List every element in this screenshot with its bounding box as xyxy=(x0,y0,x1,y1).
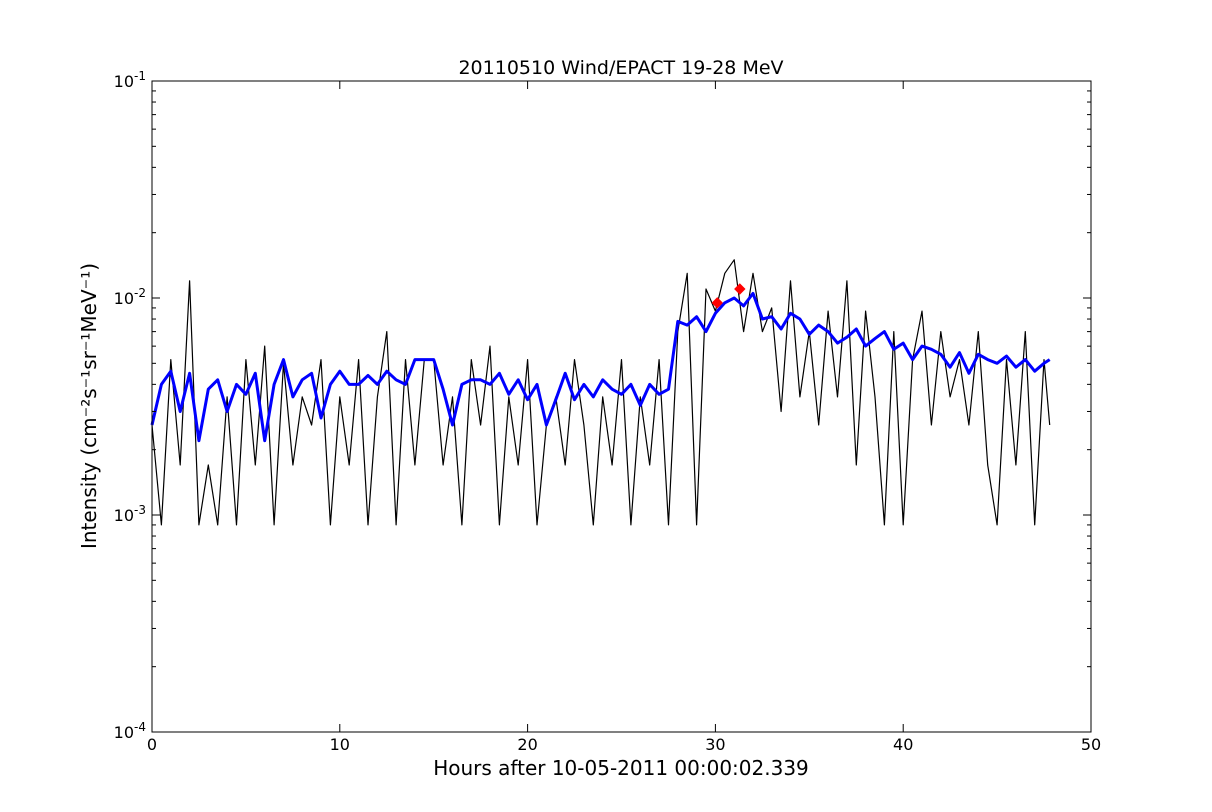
series-line-smoothed xyxy=(150,291,1051,443)
y-axis-label: Intensity (cm⁻²s⁻¹sr⁻¹MeV⁻¹) xyxy=(77,263,101,549)
x-tick-label: 0 xyxy=(147,735,157,754)
x-tick-label: 50 xyxy=(1081,735,1101,754)
y-tick-label: 10-1 xyxy=(114,69,146,91)
plot-frame xyxy=(151,80,1092,733)
y-tick-labels: 10-4 10-3 10-2 10-1 xyxy=(114,69,146,742)
y-tick-label: 10-2 xyxy=(114,286,146,308)
data-marker xyxy=(711,297,723,309)
plot-series xyxy=(150,259,1051,526)
data-marker xyxy=(734,283,746,295)
axis-ticks xyxy=(151,80,1092,733)
chart-title: 20110510 Wind/EPACT 19-28 MeV xyxy=(458,57,783,79)
x-axis-label: Hours after 10-05-2011 00:00:02.339 xyxy=(433,756,809,780)
x-tick-label: 30 xyxy=(705,735,725,754)
x-tick-labels: 0 10 20 30 40 50 xyxy=(147,735,1101,754)
y-tick-label: 10-4 xyxy=(114,720,146,742)
plot-markers xyxy=(711,283,746,309)
x-tick-label: 10 xyxy=(330,735,350,754)
x-tick-label: 40 xyxy=(893,735,913,754)
x-tick-label: 20 xyxy=(517,735,537,754)
y-tick-label: 10-3 xyxy=(114,503,146,525)
series-line-raw xyxy=(151,259,1051,526)
